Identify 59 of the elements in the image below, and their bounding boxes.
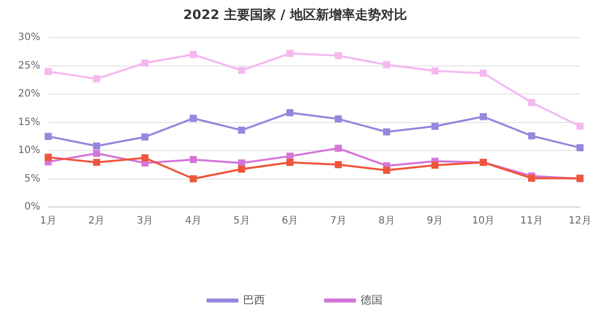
- x-tick-label: 8月: [378, 216, 395, 227]
- x-tick-label: 4月: [185, 216, 202, 227]
- point: [190, 175, 197, 182]
- point: [334, 52, 342, 60]
- point: [238, 166, 246, 173]
- y-tick-label: 0%: [24, 202, 40, 213]
- point: [431, 162, 439, 169]
- y-tick-label: 20%: [18, 88, 40, 100]
- x-tick-label: 3月: [136, 216, 154, 227]
- legend-label: 巴西: [243, 293, 265, 306]
- point: [576, 144, 584, 152]
- y-tick-label: 10%: [18, 145, 40, 156]
- legend-label: 德国: [360, 293, 382, 306]
- point: [44, 154, 52, 161]
- point: [431, 122, 439, 130]
- point: [383, 128, 390, 136]
- point: [44, 68, 52, 76]
- point: [431, 67, 439, 74]
- point: [238, 66, 246, 74]
- point: [334, 144, 342, 152]
- point: [190, 51, 197, 58]
- y-tick-label: 30%: [18, 32, 40, 44]
- x-tick-label: 10月: [472, 216, 495, 227]
- y-tick-label: 25%: [18, 60, 40, 72]
- x-tick-label: 7月: [330, 216, 346, 227]
- point: [383, 61, 390, 68]
- point: [528, 99, 536, 106]
- point: [141, 133, 148, 141]
- point: [93, 150, 100, 157]
- x-tick-label: 9月: [426, 216, 444, 227]
- chart-title: 2022 主要国家 / 地区新增率走势对比: [183, 7, 407, 24]
- point: [334, 115, 342, 122]
- point: [44, 132, 52, 140]
- point: [190, 156, 197, 164]
- y-tick-label: 5%: [24, 173, 40, 184]
- point: [93, 75, 100, 82]
- x-tick-label: 12月: [568, 216, 592, 227]
- point: [286, 50, 294, 57]
- point: [93, 142, 100, 150]
- point: [141, 154, 148, 162]
- point: [576, 122, 584, 130]
- point: [93, 158, 100, 166]
- point: [286, 158, 294, 166]
- x-tick-label: 11月: [520, 216, 544, 227]
- point: [141, 59, 148, 67]
- point: [190, 114, 197, 122]
- point: [480, 113, 487, 120]
- point: [334, 161, 342, 168]
- x-tick-label: 5月: [233, 216, 250, 227]
- x-tick-label: 2月: [88, 216, 105, 227]
- point: [238, 126, 246, 134]
- point: [383, 166, 390, 174]
- x-tick-label: 6月: [282, 216, 298, 227]
- point: [480, 70, 487, 77]
- point: [286, 109, 294, 116]
- point: [528, 174, 536, 182]
- point: [528, 132, 536, 140]
- x-tick-label: 1月: [40, 216, 56, 227]
- y-tick-label: 15%: [18, 116, 40, 128]
